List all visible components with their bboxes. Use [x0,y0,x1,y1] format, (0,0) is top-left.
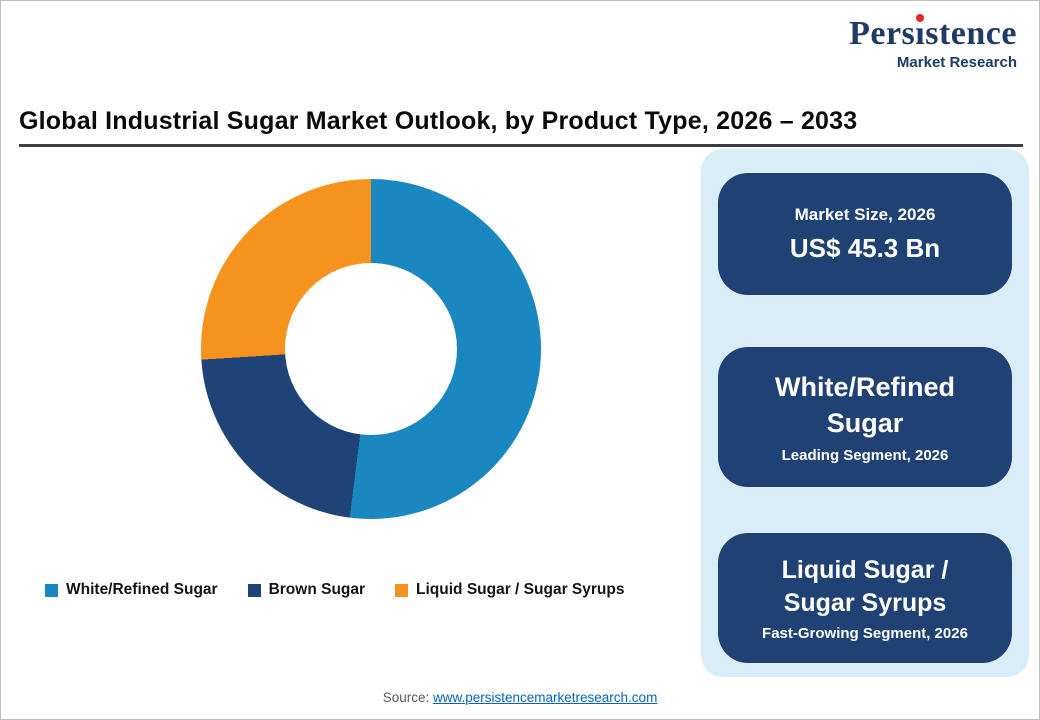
card-heading: White/Refined Sugar [775,372,955,438]
donut-chart [201,179,541,519]
logo-subtitle: Market Research [896,54,1017,71]
legend-swatch [247,583,261,597]
card-value: US$ 45.3 Bn [789,232,941,263]
page-title: Global Industrial Sugar Market Outlook, … [19,107,858,135]
card-market-size: Market Size, 2026 US$ 45.3 Bn [718,173,1012,295]
card-value: Fast-Growing Segment, 2026 [762,625,968,642]
legend-swatch [45,583,58,597]
card-heading: Liquid Sugar / Sugar Syrups [781,556,949,617]
source-line: Source: www.persistencemarketresearch.co… [1,690,1039,705]
brand-logo: Persı stence Market Research [849,14,1017,71]
title-underline [19,144,1023,147]
chart-legend: White/Refined Sugar Brown Sugar Liquid S… [45,581,624,599]
card-fast-growing-segment: Liquid Sugar / Sugar Syrups Fast-Growing… [718,533,1012,663]
legend-item-liquid-sugar: Liquid Sugar / Sugar Syrups [395,581,624,599]
legend-label: White/Refined Sugar [66,581,218,598]
card-heading: Market Size, 2026 [794,204,936,224]
card-leading-segment: White/Refined Sugar Leading Segment, 202… [718,347,1012,487]
logo-wordmark: Persı stence [849,14,1017,52]
donut-hole [285,263,457,435]
source-label: Source: [382,690,430,705]
info-panel: Market Size, 2026 US$ 45.3 Bn White/Refi… [701,149,1029,677]
source-link[interactable]: www.persistencemarketresearch.com [432,690,658,705]
legend-label: Brown Sugar [268,581,366,598]
legend-label: Liquid Sugar / Sugar Syrups [416,581,625,598]
legend-swatch [395,583,409,597]
legend-item-white-refined-sugar: White/Refined Sugar [45,581,218,599]
legend-item-brown-sugar: Brown Sugar [247,581,366,599]
card-value: Leading Segment, 2026 [781,446,949,464]
